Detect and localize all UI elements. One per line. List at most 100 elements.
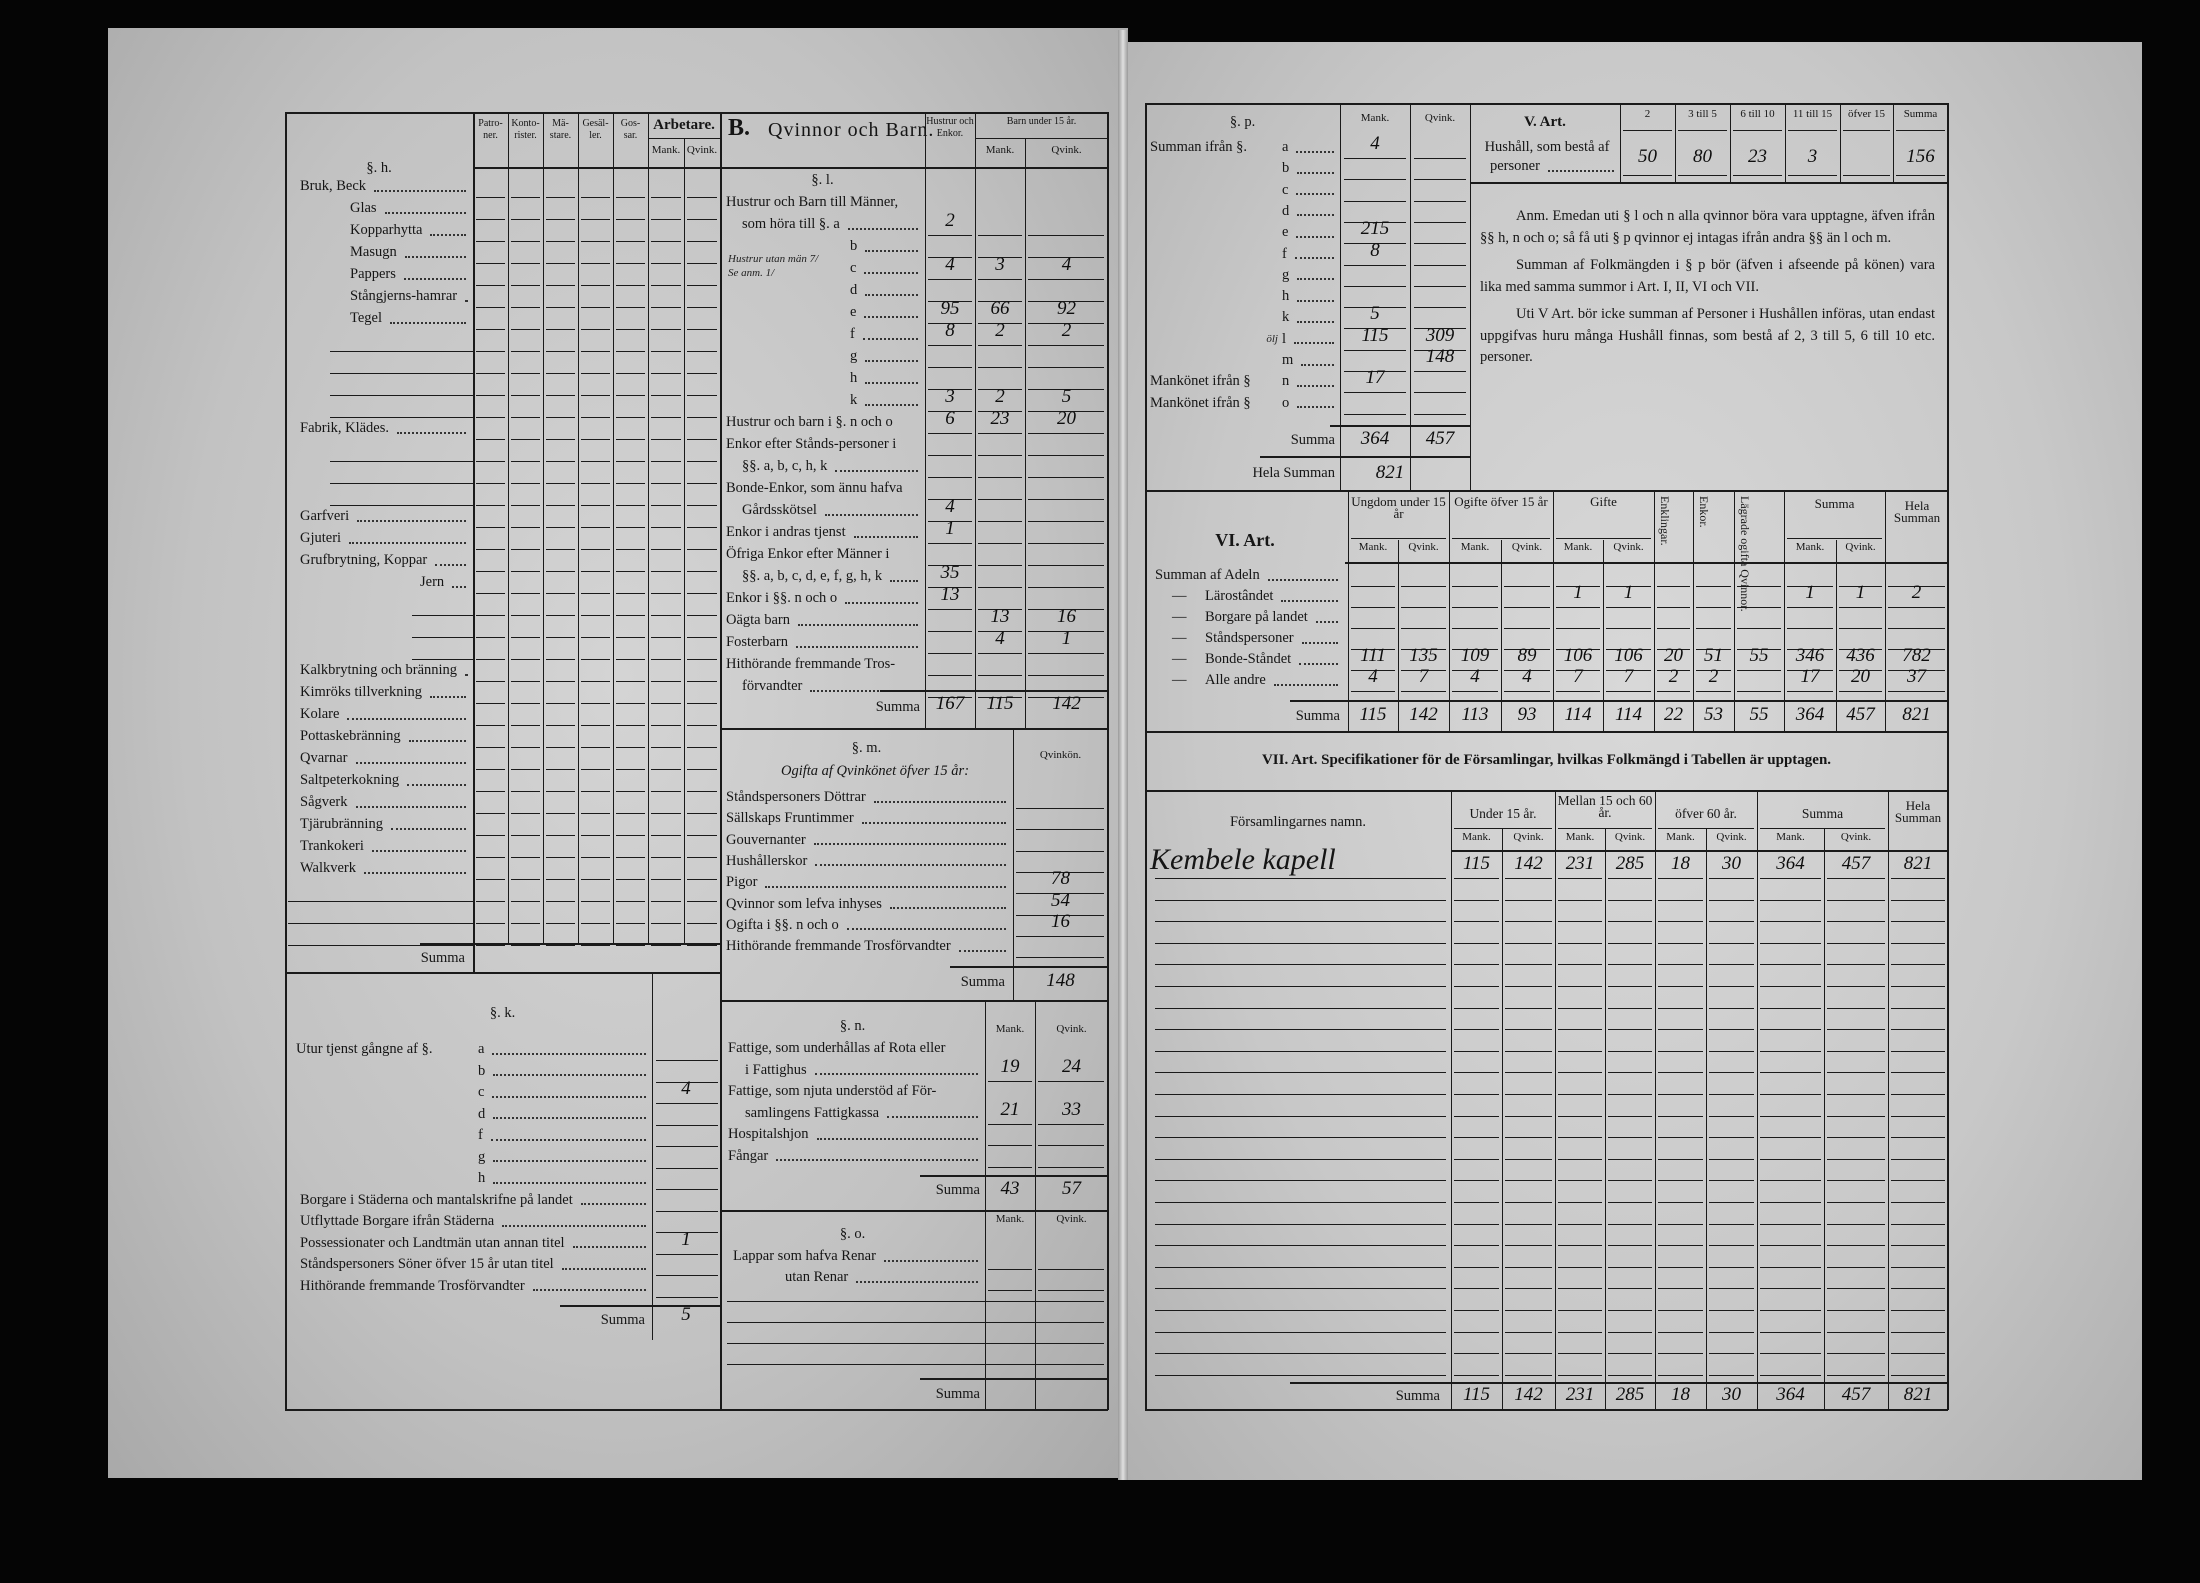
rule-line <box>928 411 972 412</box>
rule-line <box>581 285 610 286</box>
rule-line <box>543 112 544 944</box>
rule-line <box>476 747 505 748</box>
rule-line <box>1558 1288 1602 1290</box>
rule-line <box>1558 1180 1602 1182</box>
rule-line <box>1016 893 1104 895</box>
rule-line <box>546 615 575 616</box>
rule-line <box>511 791 540 792</box>
rule-line <box>928 257 972 258</box>
rule-line <box>1028 323 1104 324</box>
rule-line <box>476 703 505 704</box>
rule-line <box>616 483 645 484</box>
rule-line <box>476 857 505 858</box>
dot-leader <box>1297 163 1334 174</box>
row-label: a <box>478 1040 648 1058</box>
row-label: Qvinnor som lefva inhyses <box>726 895 1008 913</box>
handwritten-value: 5 <box>1061 386 1072 407</box>
rule-line <box>476 505 505 506</box>
dot-leader <box>1547 161 1614 172</box>
rule-line <box>511 857 540 858</box>
rule-line <box>581 505 610 506</box>
dot-leader <box>847 219 918 230</box>
label-text: utan Renar <box>785 1269 849 1285</box>
rule-line <box>1401 670 1446 671</box>
rule-line <box>616 637 645 638</box>
rule-line <box>1155 878 1446 879</box>
rule-line <box>1470 103 1471 490</box>
rule-line <box>1839 670 1882 671</box>
rule-line <box>1658 1007 1703 1009</box>
rule-line <box>1454 1180 1499 1182</box>
rule-line <box>1452 670 1498 671</box>
dot-leader <box>493 1151 646 1162</box>
handwritten-value: 5 <box>1370 303 1380 325</box>
rule-line <box>1709 1115 1754 1117</box>
rule-line <box>546 703 575 704</box>
label-text: b <box>850 238 858 254</box>
rule-line <box>1658 1223 1703 1225</box>
rule-line <box>1414 221 1466 223</box>
rule-line <box>1414 371 1466 372</box>
rule-line <box>1709 1202 1754 1203</box>
rule-line <box>1505 1180 1552 1182</box>
rule-line <box>1709 1310 1754 1311</box>
rule-line <box>1891 1137 1945 1139</box>
handwritten-value: 364 <box>1776 1384 1805 1405</box>
handwritten-value: 30 <box>1722 1384 1741 1405</box>
rule-line <box>1401 628 1446 629</box>
rule-line <box>687 835 717 836</box>
rule-line <box>1760 1288 1821 1290</box>
handwritten-value: 20 <box>1057 408 1076 429</box>
rule-line <box>546 747 575 748</box>
rule-line <box>1608 1137 1652 1139</box>
rule-line <box>1155 1331 1446 1333</box>
column-header-sub: Mank. <box>1795 541 1825 553</box>
annotation-paragraph: Anm. Emedan uti § l och n alla qvinnor b… <box>1480 208 1935 246</box>
rule-line <box>687 681 717 682</box>
handwritten-value: 135 <box>1409 645 1438 666</box>
rule-line <box>1344 200 1406 202</box>
rule-line <box>1351 670 1395 671</box>
dot-leader <box>390 313 466 324</box>
row-label: Kopparhytta <box>350 221 468 239</box>
rule-line <box>656 1124 718 1126</box>
dash-mark: — <box>1172 630 1187 646</box>
rule-line <box>1658 1331 1703 1333</box>
rule-line <box>578 112 579 944</box>
rule-line <box>1016 850 1104 852</box>
row-label: Mankönet ifrån § <box>1150 394 1251 411</box>
rule-line <box>1260 456 1470 458</box>
rule-line <box>1401 607 1446 608</box>
label-text: som höra till §. a <box>742 216 840 232</box>
row-label: Borgare på landet <box>1205 608 1340 626</box>
rule-line <box>1558 1310 1602 1311</box>
dot-leader <box>435 555 466 566</box>
row-label: m <box>1282 351 1336 369</box>
rule-line <box>476 351 505 352</box>
rule-line <box>1606 691 1651 692</box>
rule-line <box>1784 490 1785 731</box>
label-text: Summan af Adeln <box>1155 567 1260 583</box>
column-group-header: Mellan 15 och 60 år. <box>1557 793 1653 820</box>
rule-line <box>1155 964 1446 966</box>
rule-line <box>1344 392 1406 394</box>
label-text: Qvinnor som lefva inhyses <box>726 895 882 912</box>
rule-line <box>1658 1180 1703 1182</box>
rule-line <box>1556 691 1600 692</box>
rule-line <box>1558 1158 1602 1160</box>
rule-line <box>1824 828 1825 1410</box>
column-header-qvink: Qvink. <box>1051 144 1082 156</box>
rule-line <box>687 879 717 880</box>
row-label: Summan ifrån §. <box>1150 139 1248 155</box>
row-label: Saltpeterkokning <box>300 771 468 789</box>
rule-line <box>651 241 681 242</box>
rule-line <box>656 1167 718 1169</box>
rule-line <box>1025 138 1026 728</box>
rule-line <box>511 879 540 880</box>
rule-line <box>920 1378 1108 1380</box>
handwritten-value: 93 <box>1517 704 1537 725</box>
rule-line <box>1414 413 1466 415</box>
label-text: Trankokeri <box>300 838 364 854</box>
section-k-title: §. k. <box>489 1005 516 1021</box>
rule-line <box>1827 1050 1885 1052</box>
